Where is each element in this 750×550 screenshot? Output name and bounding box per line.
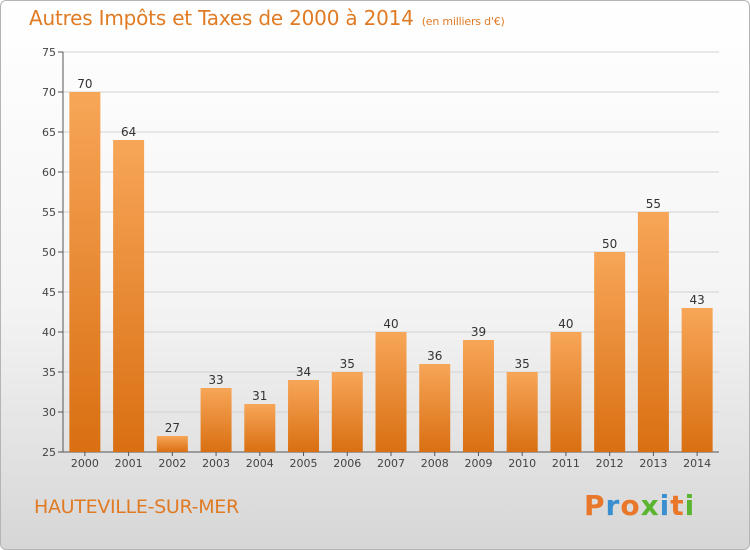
bar-2000 [69, 92, 101, 452]
data-label-2006: 35 [340, 357, 355, 371]
data-label-2007: 40 [383, 317, 398, 331]
data-label-2010: 35 [515, 357, 530, 371]
logo-letter: i [659, 489, 671, 522]
data-label-2004: 31 [252, 389, 267, 403]
chart-title: Autres Impôts et Taxes de 2000 à 2014 (en… [29, 6, 505, 30]
y-tick-label: 35 [42, 366, 56, 379]
bar-2001 [113, 140, 145, 452]
proxiti-logo: Proxiti [584, 489, 695, 522]
y-tick-label: 45 [42, 286, 56, 299]
x-tick-label-2014: 2014 [683, 457, 711, 470]
x-tick-label-2004: 2004 [246, 457, 274, 470]
data-label-2001: 64 [121, 125, 136, 139]
data-label-2014: 43 [689, 293, 704, 307]
bar-2012 [594, 252, 626, 452]
x-tick-label-2013: 2013 [639, 457, 667, 470]
y-tick-label: 70 [42, 86, 56, 99]
bar-2005 [288, 380, 320, 452]
data-label-2011: 40 [558, 317, 573, 331]
x-tick-label-2005: 2005 [290, 457, 318, 470]
y-tick-label: 60 [42, 166, 56, 179]
data-label-2005: 34 [296, 365, 311, 379]
x-tick-label-2012: 2012 [596, 457, 624, 470]
bar-2003 [200, 388, 232, 452]
data-label-2003: 33 [208, 373, 223, 387]
y-tick-label: 65 [42, 126, 56, 139]
logo-letter: o [620, 489, 641, 522]
bar-2007 [375, 332, 407, 452]
y-tick-label: 30 [42, 406, 56, 419]
bar-2013 [637, 212, 669, 452]
x-tick-label-2001: 2001 [115, 457, 143, 470]
unit-label: (en milliers d'€) [421, 15, 505, 28]
data-label-2009: 39 [471, 325, 486, 339]
logo-letter: x [640, 489, 660, 522]
bar-2002 [156, 436, 188, 452]
logo-letter: P [584, 489, 606, 522]
x-tick-label-2010: 2010 [508, 457, 536, 470]
x-tick-label-2000: 2000 [71, 457, 99, 470]
x-tick-label-2007: 2007 [377, 457, 405, 470]
y-tick-label: 40 [42, 326, 56, 339]
bar-2010 [506, 372, 538, 452]
bar-2009 [462, 340, 494, 452]
data-label-2012: 50 [602, 237, 617, 251]
bar-2008 [419, 364, 451, 452]
y-tick-label: 75 [42, 46, 56, 59]
title-text: Autres Impôts et Taxes de 2000 à 2014 [29, 6, 414, 30]
x-tick-label-2003: 2003 [202, 457, 230, 470]
logo-letter: i [684, 489, 696, 522]
y-tick-label: 25 [42, 446, 56, 459]
bar-2006 [331, 372, 363, 452]
data-label-2008: 36 [427, 349, 442, 363]
x-tick-label-2002: 2002 [158, 457, 186, 470]
city-name: HAUTEVILLE-SUR-MER [34, 496, 239, 518]
data-labels: 70 64 27 33 31 34 35 40 36 39 35 40 50 55 43 [77, 77, 705, 435]
x-tick-label-2009: 2009 [464, 457, 492, 470]
logo-letter: r [605, 489, 621, 522]
bar-2011 [550, 332, 582, 452]
logo-letter: t [670, 489, 685, 522]
x-tick-label-2006: 2006 [333, 457, 361, 470]
data-label-2013: 55 [646, 197, 661, 211]
bar-2004 [244, 404, 276, 452]
x-tick-label-2011: 2011 [552, 457, 580, 470]
data-label-2000: 70 [77, 77, 92, 91]
x-tick-label-2008: 2008 [421, 457, 449, 470]
y-tick-label: 55 [42, 206, 56, 219]
y-tick-label: 50 [42, 246, 56, 259]
bar-2014 [681, 308, 713, 452]
data-label-2002: 27 [165, 421, 180, 435]
bars [69, 92, 713, 452]
